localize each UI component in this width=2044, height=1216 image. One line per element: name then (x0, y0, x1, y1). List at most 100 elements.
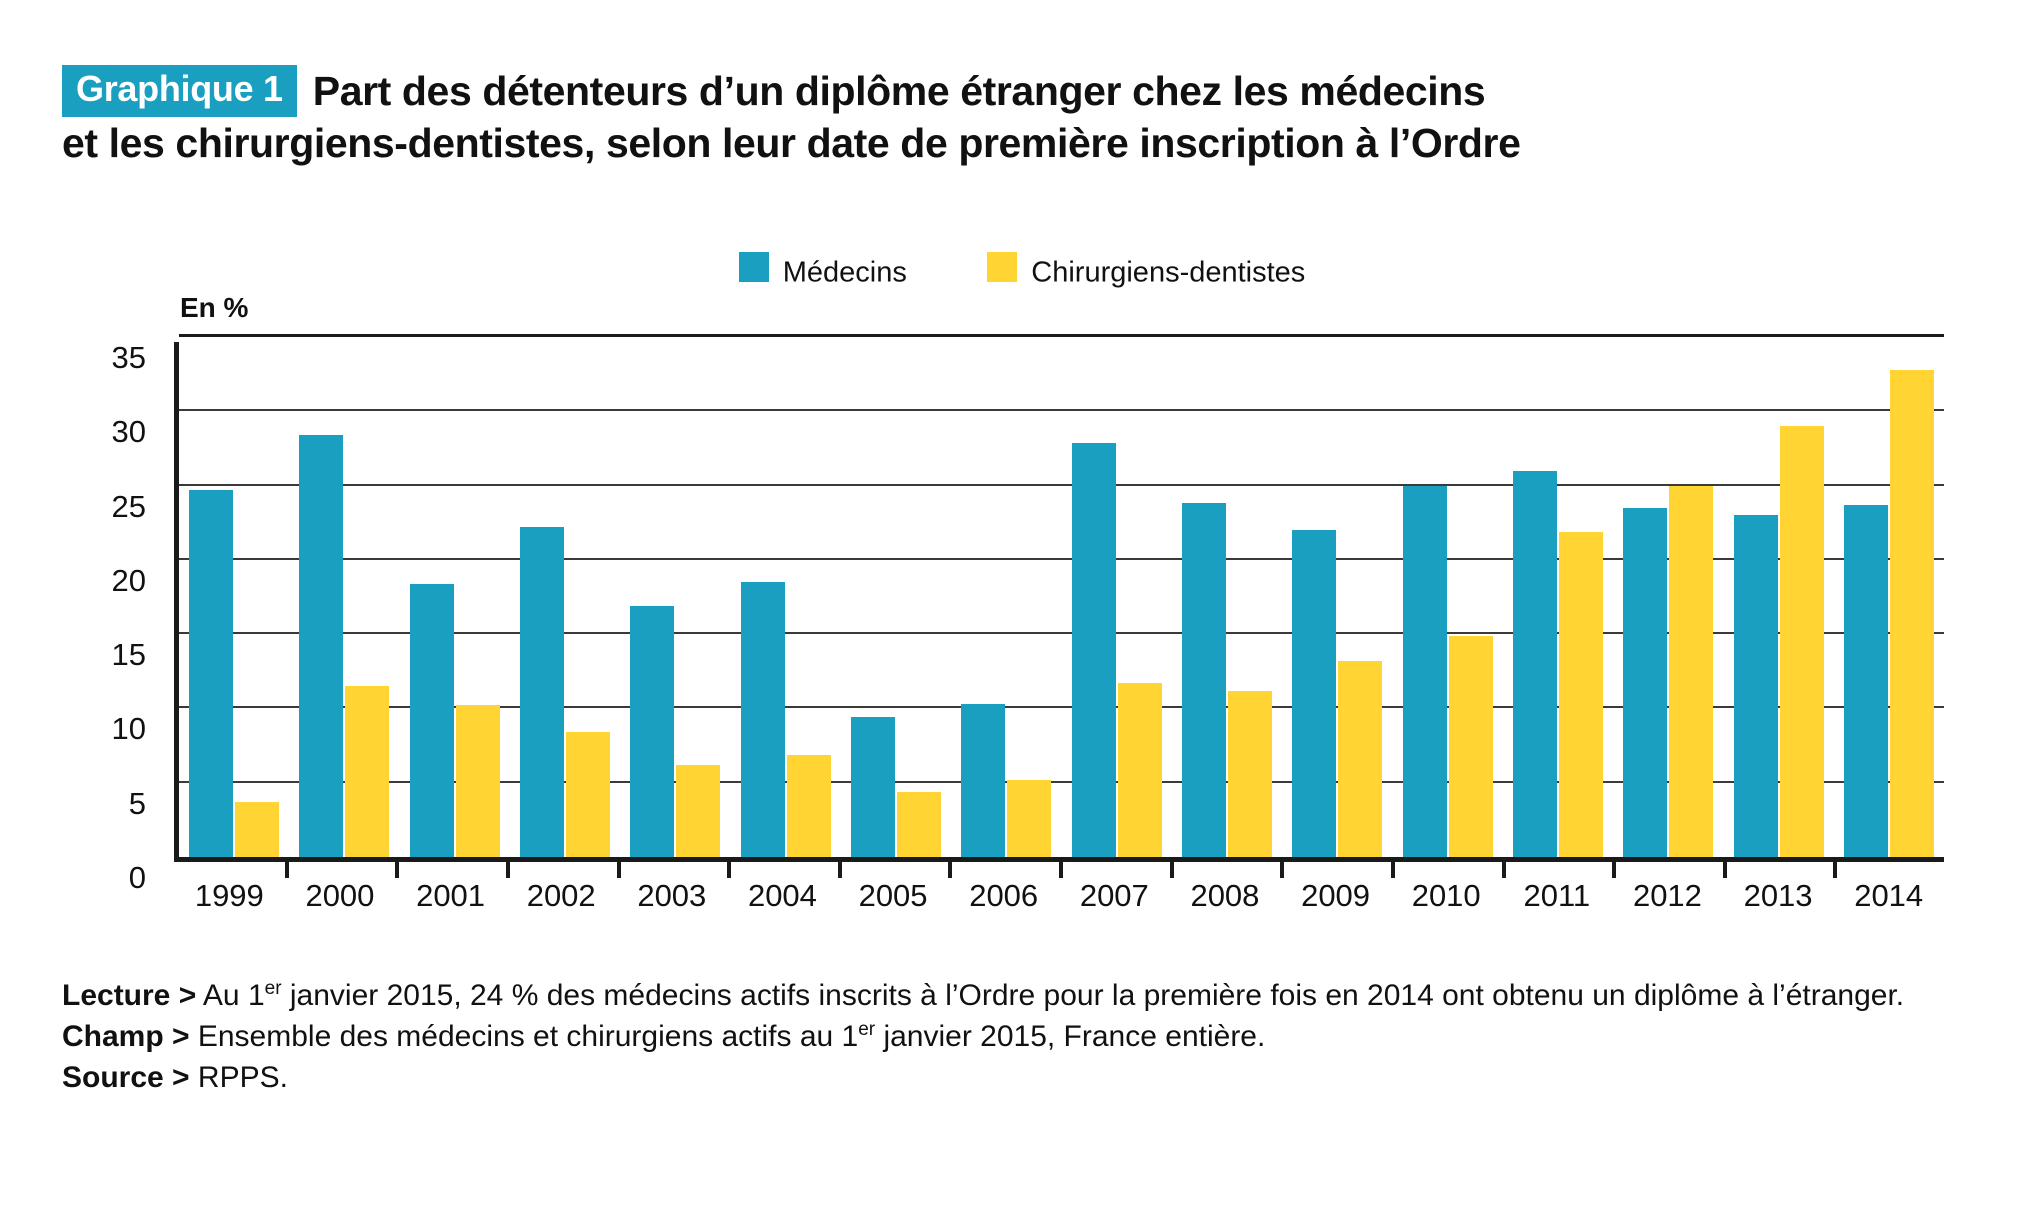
bar-group (400, 342, 510, 857)
bar-groups (179, 342, 1944, 857)
x-tick-label-2002: 2002 (526, 878, 596, 913)
legend-swatch-chirurgiens-dentistes (987, 252, 1018, 282)
note-lecture-text-a: Au 1 (196, 979, 265, 1012)
bar-2009-chirurgiens-dentistes (1338, 660, 1383, 857)
bar-2006-chirurgiens-dentistes (1007, 779, 1052, 857)
bar-group (1062, 342, 1172, 857)
note-champ: Champ > Ensemble des médecins et chirurg… (62, 1016, 1992, 1057)
legend-item-medecins: Médecins (738, 252, 907, 289)
bar-2001-medecins (409, 583, 454, 857)
bar-2006-medecins (961, 703, 1006, 857)
bar-2004-medecins (740, 582, 785, 857)
bar-2005-medecins (851, 717, 896, 857)
x-tick-label-2006: 2006 (969, 878, 1039, 913)
bar-2003-medecins (630, 605, 675, 857)
legend-swatch-medecins (738, 252, 769, 282)
title-text-line-2: et les chirurgiens-dentistes, selon leur… (62, 120, 1521, 167)
x-tick-mark (948, 862, 953, 878)
bar-2012-chirurgiens-dentistes (1669, 485, 1714, 857)
gridline-20 (179, 557, 1944, 560)
bar-2009-medecins (1292, 530, 1337, 857)
bar-group (951, 342, 1061, 857)
x-tick-label-2001: 2001 (416, 878, 486, 913)
note-champ-label: Champ > (62, 1020, 190, 1053)
bar-2008-medecins (1181, 503, 1226, 857)
bar-group (179, 342, 289, 857)
bar-group (1172, 342, 1282, 857)
y-axis-unit-label: En % (180, 292, 249, 323)
gridline-35 (179, 334, 1944, 337)
bar-2014-chirurgiens-dentistes (1889, 369, 1934, 857)
bar-2008-chirurgiens-dentistes (1227, 690, 1272, 857)
note-lecture-sup: er (264, 978, 282, 999)
note-source: Source > RPPS. (62, 1057, 1992, 1098)
x-tick-label-2010: 2010 (1411, 878, 1481, 913)
x-tick-label-2008: 2008 (1190, 878, 1260, 913)
x-tick-mark (505, 862, 510, 878)
chart-notes: Lecture > Au 1er janvier 2015, 24 % des … (62, 975, 1992, 1098)
bar-group (510, 342, 620, 857)
x-tick-mark (1833, 862, 1838, 878)
x-tick-label-2005: 2005 (858, 878, 928, 913)
title-line-1: Graphique 1 Part des détenteurs d’un dipl… (62, 62, 1982, 118)
legend-item-chirurgiens-dentistes: Chirurgiens-dentistes (987, 252, 1305, 289)
bar-2005-chirurgiens-dentistes (897, 791, 942, 857)
x-tick-label-2011: 2011 (1523, 878, 1591, 913)
x-tick-label-2012: 2012 (1632, 878, 1702, 913)
note-lecture-text-b: janvier 2015, 24 % des médecins actifs i… (281, 979, 1905, 1012)
x-tick-mark (1059, 862, 1063, 878)
bar-2012-medecins (1623, 507, 1668, 857)
bar-2002-medecins (520, 527, 565, 857)
x-tick-mark (1501, 862, 1506, 878)
note-lecture-label: Lecture > (62, 979, 197, 1012)
bar-2007-medecins (1071, 442, 1116, 857)
bar-group (1723, 342, 1833, 857)
bar-1999-chirurgiens-dentistes (235, 802, 280, 857)
plot-area (174, 334, 1944, 862)
bar-group (731, 342, 841, 857)
x-tick-mark (1612, 862, 1617, 878)
x-tick-mark (1169, 862, 1174, 878)
legend-label-chirurgiens-dentistes: Chirurgiens-dentistes (1031, 256, 1306, 289)
bar-group (1503, 342, 1613, 857)
bar-2011-chirurgiens-dentistes (1558, 531, 1603, 857)
chart-legend: Médecins Chirurgiens-dentistes (0, 252, 2044, 289)
bar-2013-medecins (1733, 515, 1778, 857)
bar-group (1834, 342, 1944, 857)
x-tick-mark (727, 862, 732, 878)
x-tick-label-2013: 2013 (1743, 878, 1813, 913)
note-champ-text-b: janvier 2015, France entière. (875, 1020, 1266, 1053)
note-lecture: Lecture > Au 1er janvier 2015, 24 % des … (62, 975, 1992, 1016)
bar-2013-chirurgiens-dentistes (1779, 426, 1824, 857)
x-tick-label-2004: 2004 (747, 878, 817, 913)
bar-2002-chirurgiens-dentistes (566, 732, 611, 857)
x-tick-label-1999: 1999 (194, 878, 264, 913)
bar-group (841, 342, 951, 857)
bar-2010-medecins (1402, 485, 1447, 857)
x-tick-mark (395, 862, 400, 878)
note-champ-text-a: Ensemble des médecins et chirurgiens act… (189, 1020, 859, 1053)
bar-2003-chirurgiens-dentistes (676, 764, 721, 857)
x-tick-mark (284, 862, 289, 878)
y-axis-tick-labels: 0 5 10 15 20 25 30 35 (111, 340, 146, 895)
bar-2007-chirurgiens-dentistes (1117, 683, 1162, 857)
x-tick-label-2000: 2000 (305, 878, 375, 913)
bar-1999-medecins (189, 490, 234, 857)
x-tick-mark (1280, 862, 1285, 878)
gridline-15 (179, 632, 1944, 635)
bar-2001-chirurgiens-dentistes (455, 705, 500, 857)
x-tick-mark (1722, 862, 1727, 878)
graphique-badge: Graphique 1 (62, 65, 297, 118)
bar-group (1282, 342, 1392, 857)
bar-2010-chirurgiens-dentistes (1448, 635, 1493, 857)
gridline-10 (179, 706, 1944, 709)
bar-group (289, 342, 399, 857)
gridline-25 (179, 483, 1944, 486)
title-text-line-1: Part des détenteurs d’un diplôme étrange… (312, 68, 1486, 115)
x-tick-mark (616, 862, 621, 878)
x-tick-label-2009: 2009 (1301, 878, 1371, 913)
note-champ-sup: er (858, 1019, 876, 1040)
x-tick-label-2003: 2003 (637, 878, 707, 913)
legend-label-medecins: Médecins (782, 256, 907, 289)
